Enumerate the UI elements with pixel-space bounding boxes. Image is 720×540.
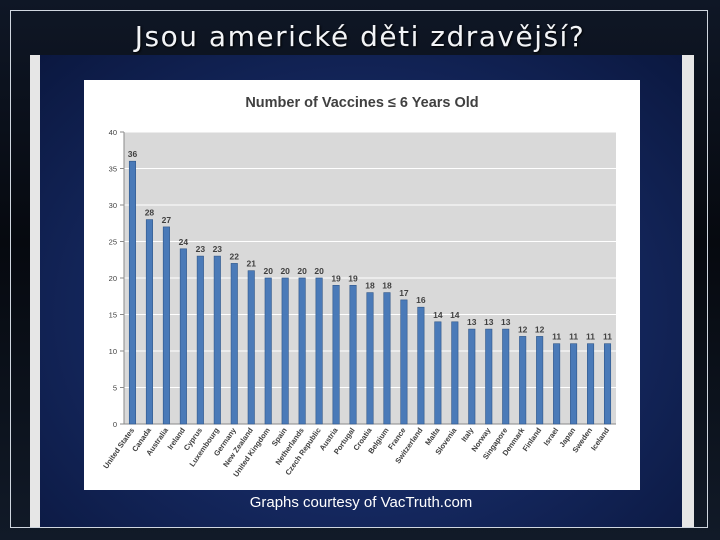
bar bbox=[298, 277, 306, 425]
bar bbox=[417, 306, 425, 425]
data-label: 24 bbox=[179, 237, 189, 247]
bar bbox=[196, 255, 204, 425]
data-label: 13 bbox=[467, 317, 477, 327]
bar bbox=[315, 277, 323, 425]
bar bbox=[230, 263, 238, 425]
chart-title: Number of Vaccines ≤ 6 Years Old bbox=[245, 95, 478, 111]
bar bbox=[553, 343, 561, 425]
data-label: 23 bbox=[213, 244, 223, 254]
bar bbox=[536, 336, 544, 425]
y-tick-label: 5 bbox=[113, 384, 117, 393]
bar bbox=[128, 160, 137, 425]
image-credit: Graphs courtesy of VacTruth.com bbox=[249, 494, 473, 511]
y-tick-label: 0 bbox=[113, 420, 117, 429]
slide-frame bbox=[10, 10, 708, 528]
data-label: 11 bbox=[552, 332, 561, 342]
data-label: 20 bbox=[263, 266, 273, 276]
bar bbox=[179, 248, 187, 425]
bar bbox=[603, 343, 612, 425]
bar bbox=[264, 277, 272, 425]
data-label: 22 bbox=[230, 251, 240, 261]
data-label: 27 bbox=[162, 215, 172, 225]
bar bbox=[519, 336, 527, 425]
right-border-strip bbox=[682, 55, 694, 527]
data-label: 11 bbox=[569, 332, 578, 342]
bar bbox=[281, 277, 289, 425]
bar-chart: Number of Vaccines ≤ 6 Years Old 0 5 10 15 2… bbox=[101, 95, 616, 479]
bar bbox=[247, 270, 255, 425]
data-label: 13 bbox=[484, 317, 494, 327]
data-label: 11 bbox=[603, 332, 612, 342]
y-tick-label: 10 bbox=[109, 347, 117, 356]
left-border-strip bbox=[30, 55, 40, 527]
data-label: 19 bbox=[331, 273, 341, 283]
bar bbox=[349, 285, 357, 425]
bar bbox=[434, 321, 442, 425]
bar bbox=[383, 292, 391, 425]
data-label: 18 bbox=[365, 281, 375, 291]
bar bbox=[451, 321, 459, 425]
data-label: 12 bbox=[518, 324, 528, 334]
data-label: 36 bbox=[128, 149, 138, 159]
data-label: 20 bbox=[297, 266, 307, 276]
y-tick-label: 15 bbox=[109, 311, 117, 320]
bar bbox=[366, 292, 374, 425]
data-label: 17 bbox=[399, 288, 409, 298]
data-label: 23 bbox=[196, 244, 206, 254]
data-label: 28 bbox=[145, 208, 155, 218]
bar bbox=[485, 328, 493, 425]
bar bbox=[468, 328, 476, 425]
data-label: 14 bbox=[433, 310, 443, 320]
data-label: 20 bbox=[280, 266, 290, 276]
y-tick-label: 30 bbox=[109, 201, 117, 210]
y-tick-label: 35 bbox=[109, 165, 117, 174]
bar bbox=[145, 219, 153, 425]
bar bbox=[332, 285, 340, 425]
data-label: 18 bbox=[382, 281, 392, 291]
y-tick-label: 20 bbox=[109, 274, 117, 283]
x-tick-label: Iceland bbox=[589, 426, 611, 453]
data-label: 20 bbox=[314, 266, 324, 276]
x-tick-label: Italy bbox=[459, 425, 475, 443]
bar bbox=[213, 255, 221, 425]
bar bbox=[502, 328, 510, 425]
bar bbox=[162, 226, 170, 425]
data-label: 12 bbox=[535, 324, 545, 334]
data-label: 11 bbox=[586, 332, 595, 342]
data-label: 16 bbox=[416, 295, 426, 305]
data-label: 14 bbox=[450, 310, 460, 320]
y-tick-label: 40 bbox=[109, 128, 117, 137]
bar bbox=[400, 299, 408, 425]
bar bbox=[587, 343, 595, 425]
data-label: 19 bbox=[348, 273, 358, 283]
slide-title: Jsou americké děti zdravější? bbox=[134, 20, 586, 53]
chart-panel: Number of Vaccines ≤ 6 Years Old 0 5 10 15 2… bbox=[84, 80, 640, 490]
bar bbox=[570, 343, 578, 425]
data-label: 21 bbox=[247, 259, 257, 269]
data-label: 13 bbox=[501, 317, 511, 327]
y-tick-label: 25 bbox=[109, 238, 117, 247]
